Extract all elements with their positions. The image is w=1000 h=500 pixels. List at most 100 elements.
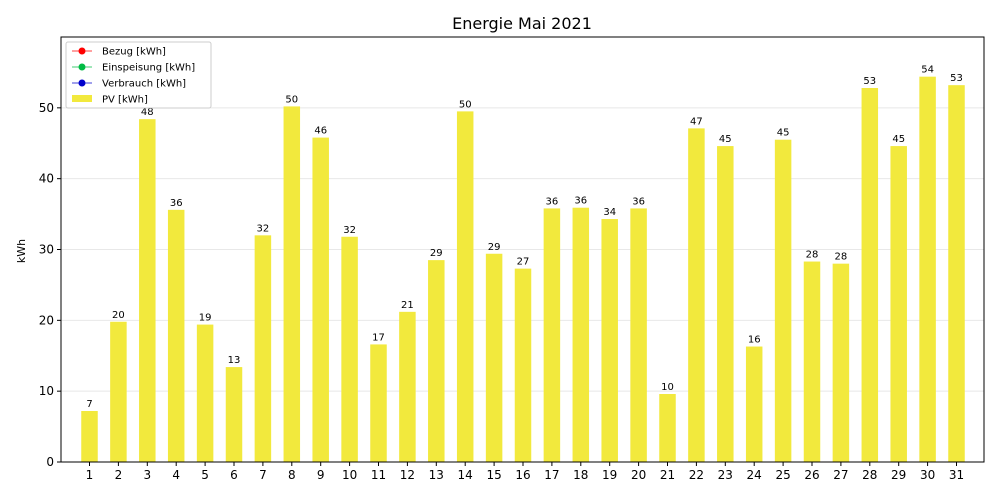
x-axis-ticks: 1 2 3 4 5 6 7 8 9 10 11 12 13 14 15 16 17 18 19 20 21 22 23 24 2… [86, 462, 964, 482]
data-label: 36 [632, 196, 645, 207]
bar-day-8 [283, 106, 301, 463]
x-tick-label: 5 [201, 468, 209, 482]
data-label: 16 [748, 335, 761, 346]
y-axis-label: kWh [15, 239, 28, 263]
bar-day-2 [110, 321, 127, 462]
x-tick-label: 31 [949, 468, 964, 482]
y-tick-label: 40 [39, 172, 54, 186]
legend-items: Bezug [kWh] Einspeisung [kWh] Verbrauch [k… [72, 47, 195, 106]
data-label: 27 [517, 257, 530, 268]
data-label: 32 [257, 223, 270, 234]
bar-day-7 [254, 235, 272, 462]
bar-day-14 [456, 111, 474, 462]
chart-title: Energie Mai 2021 [452, 14, 592, 33]
bar-day-27 [832, 263, 850, 462]
x-tick-label: 12 [400, 468, 415, 482]
x-tick-label: 21 [660, 468, 675, 482]
legend-label: Einspeisung [kWh] [102, 63, 195, 74]
data-label: 29 [430, 248, 443, 259]
x-tick-label: 17 [544, 468, 559, 482]
data-label: 10 [661, 382, 674, 393]
x-tick-label: 1 [86, 468, 94, 482]
x-tick-label: 7 [259, 468, 267, 482]
data-labels: 7 20 48 36 19 13 32 50 46 32 17 21 29 50 29 27 36 36 34 36 1… [86, 65, 963, 410]
data-label: 7 [86, 399, 92, 410]
bar-day-10 [341, 236, 358, 462]
legend-label: Verbrauch [kWh] [102, 79, 186, 90]
bar-series [81, 76, 965, 463]
x-tick-label: 4 [172, 468, 180, 482]
bar-day-13 [428, 260, 445, 462]
legend: Bezug [kWh] Einspeisung [kWh] Verbrauch [k… [65, 41, 212, 109]
x-tick-label: 27 [833, 468, 848, 482]
data-label: 21 [401, 300, 414, 311]
legend-marker [78, 47, 86, 55]
legend-marker [78, 79, 86, 87]
y-tick-label: 20 [39, 313, 54, 327]
bar-day-1 [81, 411, 98, 462]
bar-day-30 [919, 76, 936, 463]
data-label: 36 [170, 198, 183, 209]
y-tick-label: 30 [39, 243, 54, 257]
data-label: 19 [199, 313, 212, 324]
data-label: 53 [950, 73, 963, 84]
bar-day-15 [485, 253, 503, 462]
data-label: 13 [228, 355, 241, 366]
data-label: 20 [112, 310, 125, 321]
data-label: 48 [141, 107, 154, 118]
bar-day-19 [601, 219, 618, 462]
legend-label: Bezug [kWh] [102, 47, 166, 58]
bar-day-3 [139, 119, 156, 463]
x-tick-label: 8 [288, 468, 296, 482]
y-tick-label: 50 [39, 101, 54, 115]
data-label: 45 [719, 134, 732, 145]
data-label: 17 [372, 332, 385, 343]
x-tick-label: 13 [429, 468, 444, 482]
x-tick-label: 29 [891, 468, 906, 482]
legend-marker [78, 63, 86, 71]
bar-day-31 [948, 85, 965, 463]
legend-box [65, 41, 212, 109]
x-tick-label: 14 [458, 468, 473, 482]
bar-day-18 [572, 207, 590, 462]
data-label: 53 [863, 76, 876, 87]
data-label: 47 [690, 116, 703, 127]
x-tick-label: 25 [775, 468, 790, 482]
x-tick-label: 20 [631, 468, 646, 482]
x-tick-label: 10 [342, 468, 357, 482]
bar-day-12 [399, 311, 416, 462]
legend-label: PV [kWh] [102, 95, 148, 106]
bar-day-28 [861, 88, 879, 462]
bar-day-20 [630, 208, 647, 462]
x-tick-label: 11 [371, 468, 386, 482]
bar-day-25 [774, 139, 792, 463]
y-axis-ticks: 0 10 20 30 40 50 [39, 101, 61, 469]
bar-day-24 [745, 346, 763, 462]
x-tick-label: 6 [230, 468, 238, 482]
bar-day-29 [890, 146, 907, 463]
x-tick-label: 26 [804, 468, 819, 482]
data-label: 28 [835, 252, 848, 263]
x-tick-label: 22 [689, 468, 704, 482]
x-tick-label: 18 [573, 468, 588, 482]
bar-day-4 [167, 209, 185, 462]
x-tick-label: 9 [317, 468, 325, 482]
data-label: 36 [546, 196, 559, 207]
data-label: 45 [777, 128, 790, 139]
x-tick-label: 19 [602, 468, 617, 482]
bar-day-21 [659, 394, 676, 462]
data-label: 45 [892, 134, 905, 145]
bar-day-6 [225, 367, 243, 462]
bar-day-16 [514, 268, 532, 462]
x-tick-label: 28 [862, 468, 877, 482]
x-tick-label: 2 [115, 468, 123, 482]
data-label: 29 [488, 242, 501, 253]
x-tick-label: 3 [143, 468, 151, 482]
bar-day-5 [196, 324, 214, 462]
data-label: 46 [314, 126, 327, 137]
x-tick-label: 24 [747, 468, 762, 482]
legend-swatch [72, 95, 92, 102]
bar-day-11 [370, 344, 387, 462]
